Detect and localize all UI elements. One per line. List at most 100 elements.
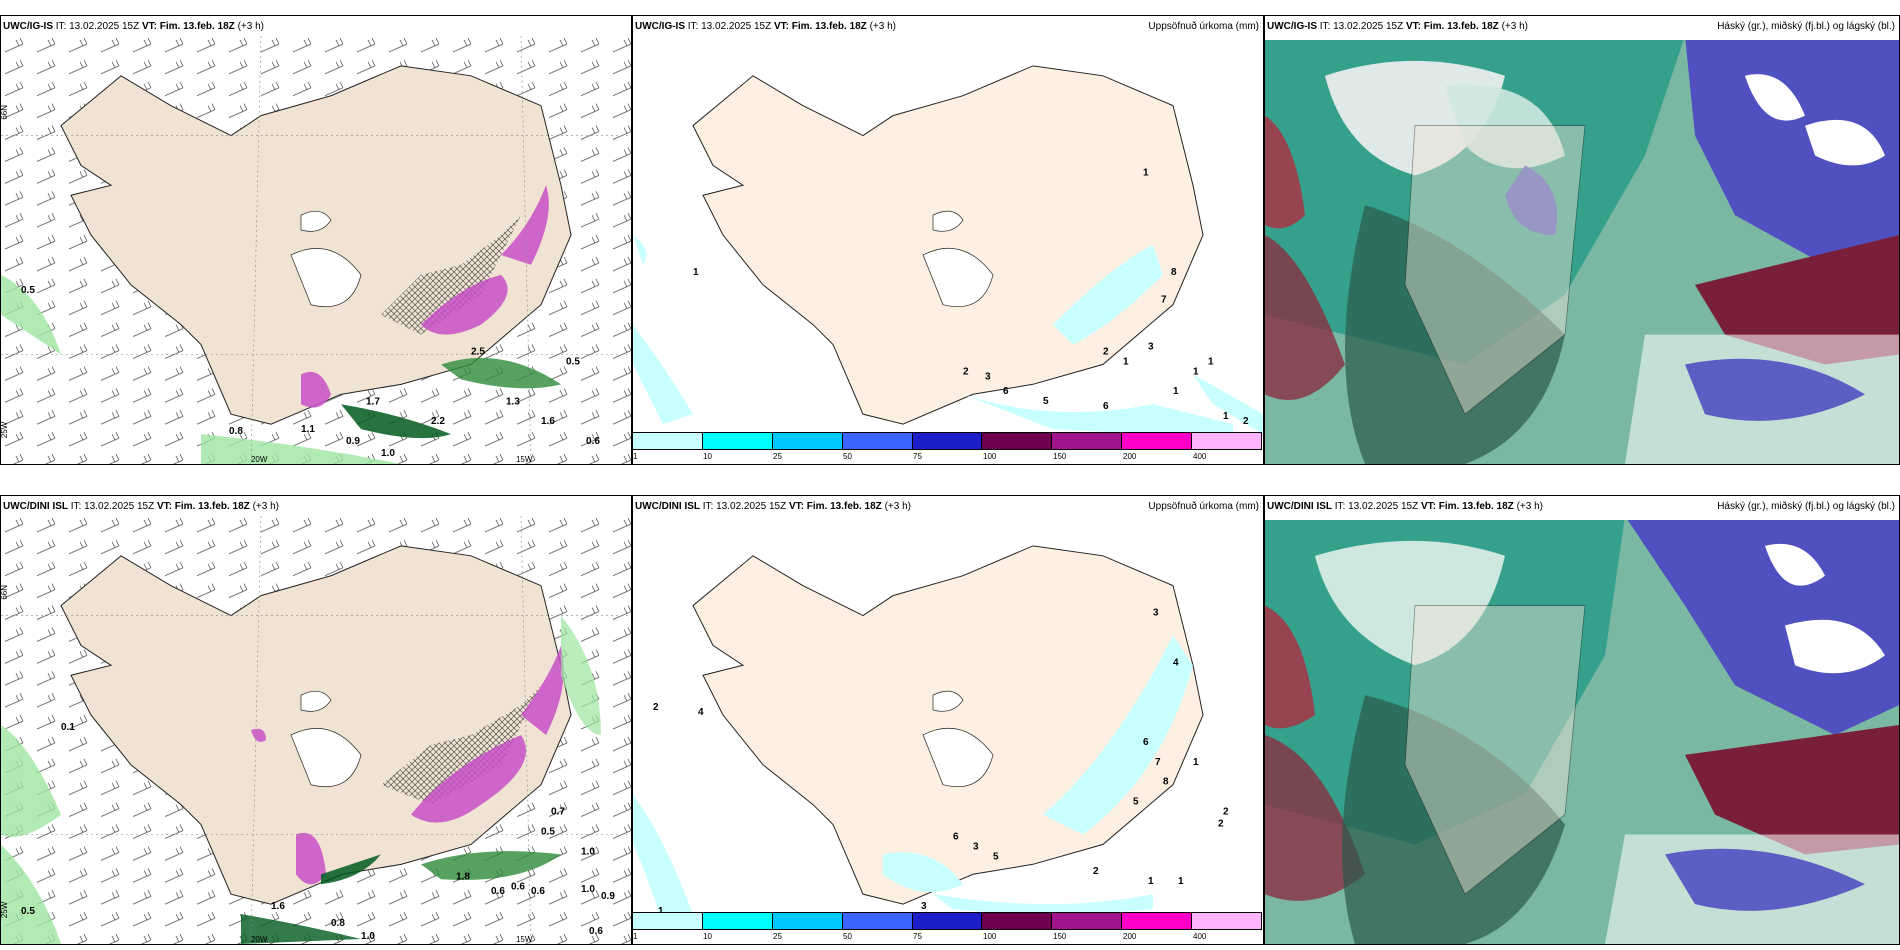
init-time: 13.02.2025 15Z — [69, 21, 140, 32]
colorbar-swatch — [912, 433, 983, 449]
panel-header: UWC/DINI ISL IT: 13.02.2025 15Z VT: Fim.… — [1265, 496, 1899, 520]
wind-label: 1.6 — [271, 901, 285, 912]
precip-label: 6 — [1143, 737, 1149, 748]
wind-map[interactable]: 0.1 0.5 1.6 0.8 1.0 0.7 0.5 1.8 0.6 0.6 … — [1, 516, 631, 944]
colorbar-tick: 1 — [633, 932, 638, 941]
lat-label: 25W — [1, 901, 9, 918]
precip-label: 7 — [1161, 295, 1167, 306]
colorbar-tick: 25 — [773, 452, 782, 461]
colorbar-swatch — [772, 913, 843, 929]
cloud-map[interactable] — [1265, 516, 1899, 944]
colorbar-tick: 1 — [633, 452, 638, 461]
precip-label: 2 — [1218, 818, 1224, 829]
wind-label: 1.8 — [456, 871, 470, 882]
precip-label: 3 — [921, 901, 927, 912]
panel-header: UWC/IG-IS IT: 13.02.2025 15Z VT: Fim. 13… — [635, 21, 1259, 32]
colorbar-tick: 400 — [1193, 932, 1207, 941]
wind-label: 0.5 — [21, 906, 35, 917]
colorbar-tick: 150 — [1053, 932, 1067, 941]
precip-label: 1 — [1143, 167, 1149, 178]
wind-label: 0.6 — [586, 436, 600, 447]
precip-label: 2 — [1243, 416, 1249, 427]
precip-label: 3 — [1153, 608, 1159, 619]
wind-label: 1.7 — [366, 396, 380, 407]
precip-label: 2 — [1093, 866, 1099, 877]
cloud-map[interactable] — [1265, 36, 1899, 464]
wind-panel-bottom: UWC/DINI ISL IT: 13.02.2025 15Z VT: Fim.… — [0, 495, 632, 945]
colorbar-tick: 400 — [1193, 452, 1207, 461]
model-name: UWC/DINI ISL — [3, 501, 68, 512]
precip-map[interactable]: 1 1 2 3 6 5 6 3 2 1 1 7 8 1 1 2 1 — [633, 36, 1263, 444]
precip-label: 6 — [953, 831, 959, 842]
wind-label: 1.0 — [361, 931, 375, 942]
colorbar-swatch — [633, 913, 703, 929]
precip-label: 2 — [1223, 807, 1229, 818]
wind-label: 2.5 — [471, 347, 485, 358]
colorbar-tick: 100 — [983, 452, 997, 461]
colorbar-tick: 200 — [1123, 452, 1137, 461]
colorbar-swatch — [842, 913, 913, 929]
precip-label: 3 — [985, 371, 991, 382]
colorbar-swatch — [702, 433, 773, 449]
wind-label: 0.6 — [531, 886, 545, 897]
wind-label: 0.9 — [346, 436, 360, 447]
wind-label: 1.0 — [381, 448, 395, 459]
colorbar-swatch — [633, 433, 703, 449]
colorbar-swatch — [1122, 433, 1193, 449]
cloud-title: Háský (gr.), miðský (fj.bl.) og lágský (… — [1717, 21, 1895, 32]
lat-label: 25W — [1, 421, 9, 438]
colorbar-swatch — [772, 433, 843, 449]
precip-label: 6 — [1103, 401, 1109, 412]
colorbar-swatch — [982, 433, 1053, 449]
precip-panel-bottom: UWC/DINI ISL IT: 13.02.2025 15Z VT: Fim.… — [632, 495, 1264, 945]
precip-label: 1 — [1193, 366, 1199, 377]
precip-label: 1 — [1173, 386, 1179, 397]
colorbar-swatch — [702, 913, 773, 929]
precip-map[interactable]: 2 4 1 3 6 5 3 5 2 1 1 2 2 1 3 4 6 7 8 — [633, 516, 1263, 924]
wind-label: 1.6 — [541, 416, 555, 427]
precip-label: 1 — [1178, 876, 1184, 887]
lon-label: 15W — [516, 935, 533, 944]
panel-header: UWC/DINI ISL IT: 13.02.2025 15Z VT: Fim.… — [3, 501, 279, 512]
panel-header: UWC/IG-IS IT: 13.02.2025 15Z VT: Fim. 13… — [1265, 16, 1899, 40]
lon-label: 20W — [251, 455, 268, 464]
lon-label: 15W — [516, 455, 533, 464]
model-name: UWC/IG-IS — [3, 21, 53, 32]
wind-map[interactable]: 0.5 0.8 1.1 0.9 1.0 0.5 0.6 2.2 1.7 2.5 … — [1, 36, 631, 464]
wind-label: 0.5 — [21, 285, 35, 296]
precip-title: Uppsöfnuð úrkoma (mm) — [1148, 501, 1259, 512]
colorbar-tick: 50 — [843, 932, 852, 941]
wind-label: 0.1 — [61, 722, 75, 733]
colorbar-tick: 200 — [1123, 932, 1137, 941]
colorbar-tick: 75 — [913, 452, 922, 461]
wind-label: 0.8 — [331, 918, 345, 929]
precip-label: 3 — [973, 841, 979, 852]
wind-label: 2.2 — [431, 416, 445, 427]
precip-label: 2 — [1103, 346, 1109, 357]
colorbar-tick: 10 — [703, 452, 712, 461]
precip-label: 1 — [1123, 356, 1129, 367]
precip-label: 2 — [963, 366, 969, 377]
precip-panel-top: UWC/IG-IS IT: 13.02.2025 15Z VT: Fim. 13… — [632, 15, 1264, 465]
precip-label: 5 — [1043, 396, 1049, 407]
wind-label: 1.3 — [506, 396, 520, 407]
precip-label: 3 — [1148, 341, 1154, 352]
wind-label: 0.6 — [589, 926, 603, 937]
colorbar-swatch — [842, 433, 913, 449]
lat-label: 66N — [1, 585, 9, 600]
precip-label: 1 — [1223, 411, 1229, 422]
precip-label: 2 — [653, 702, 659, 713]
precip-label: 1 — [658, 906, 664, 917]
precip-label: 8 — [1163, 777, 1169, 788]
precip-label: 4 — [1173, 657, 1179, 668]
precip-label: 7 — [1155, 757, 1161, 768]
colorbar-tick: 25 — [773, 932, 782, 941]
colorbar-swatch — [982, 913, 1053, 929]
colorbar-swatch — [912, 913, 983, 929]
panel-header: UWC/IG-IS IT: 13.02.2025 15Z VT: Fim. 13… — [3, 21, 264, 32]
colorbar-tick: 75 — [913, 932, 922, 941]
lon-label: 20W — [251, 935, 268, 944]
wind-label: 1.0 — [581, 884, 595, 895]
precip-label: 6 — [1003, 386, 1009, 397]
precip-label: 1 — [1193, 757, 1199, 768]
